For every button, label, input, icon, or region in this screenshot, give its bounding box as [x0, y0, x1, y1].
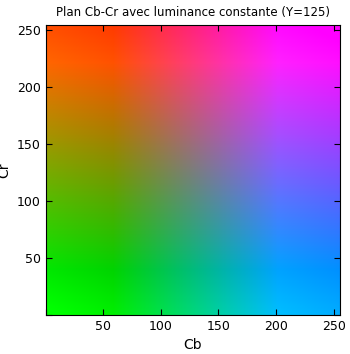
- Y-axis label: Cr: Cr: [0, 162, 11, 178]
- X-axis label: Cb: Cb: [183, 338, 202, 353]
- Title: Plan Cb-Cr avec luminance constante (Y=125): Plan Cb-Cr avec luminance constante (Y=1…: [56, 6, 329, 19]
